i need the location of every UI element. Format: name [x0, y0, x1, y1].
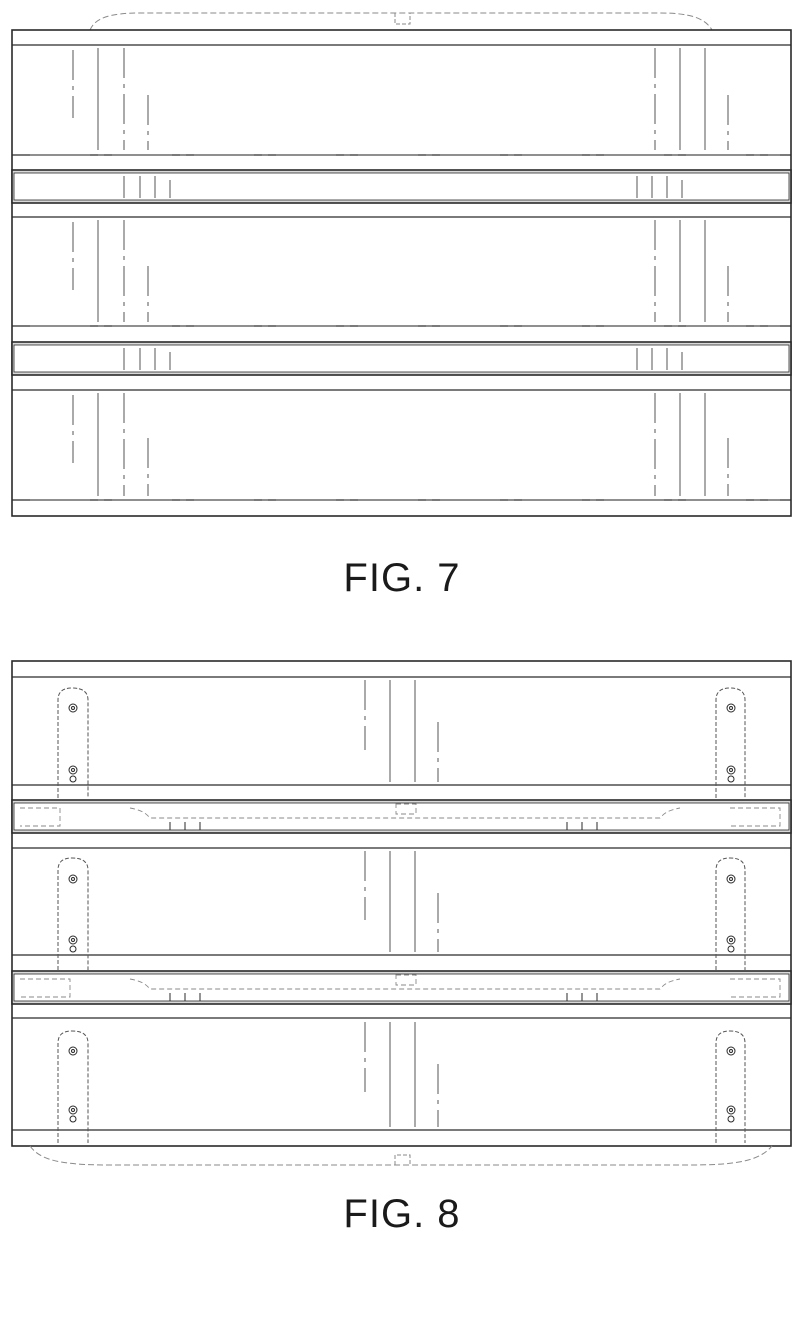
fig8-drawing [12, 661, 791, 1165]
fig8-right-brackets [716, 688, 745, 1143]
fig8-outer-frame [12, 661, 791, 1146]
fig8-left-brackets [58, 688, 88, 1143]
fig7-right-hidden-lines [637, 48, 728, 496]
fig7-phantom-top-outline [90, 13, 712, 30]
fig7-drawing [12, 13, 791, 516]
fig8-center-hidden-lines [365, 680, 438, 1127]
fig8-caption: FIG. 8 [0, 1192, 804, 1237]
fig7-caption: FIG. 7 [0, 556, 804, 601]
fig8-bolts [69, 704, 735, 1122]
fig7-outer-frame [12, 30, 791, 516]
fig7-left-hidden-lines [73, 48, 170, 496]
